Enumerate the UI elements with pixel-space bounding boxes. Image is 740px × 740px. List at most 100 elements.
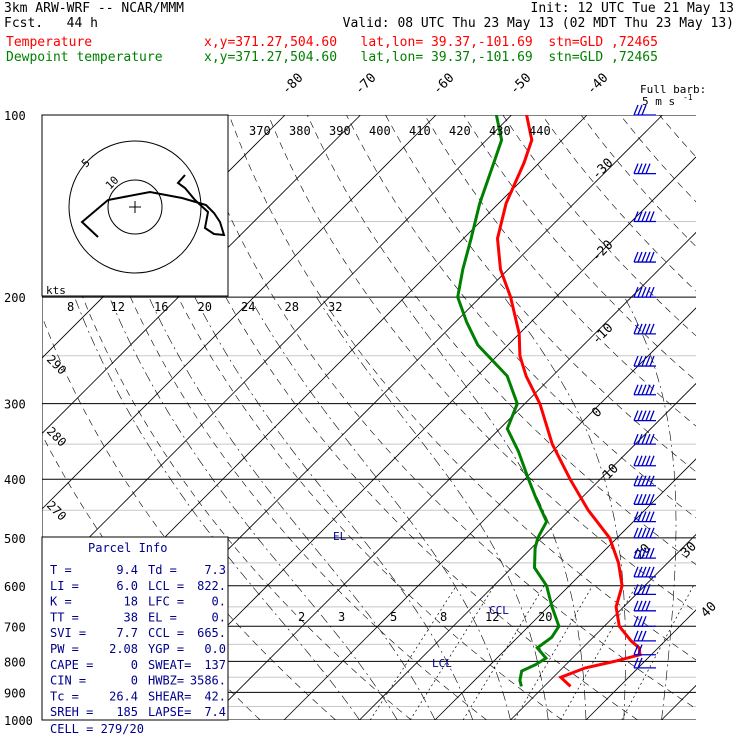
isotherm-label: 30 bbox=[678, 539, 700, 561]
parcel-info-frame bbox=[41, 536, 229, 721]
wind-barb-flag bbox=[649, 455, 655, 467]
wind-barb-flag bbox=[645, 475, 651, 486]
isotherm-label: -20 bbox=[589, 238, 616, 265]
parcel-info-panel: Parcel Info T = 9.4 Td = 7.3 LI = 6.0 LCL = 822.… bbox=[41, 536, 229, 736]
theta-label: 390 bbox=[329, 124, 351, 138]
pressure-tick-label: 200 bbox=[4, 291, 26, 305]
parcel-row-value: 7.7 bbox=[116, 626, 138, 640]
wind-barb-flag bbox=[641, 547, 647, 559]
barb-legend-value: 5 m s bbox=[642, 95, 675, 108]
parcel-row-value: 822. bbox=[197, 579, 226, 593]
dry-adiabat-line bbox=[659, 115, 696, 158]
wind-barb-flag bbox=[641, 384, 647, 395]
wind-barb-flag bbox=[641, 104, 647, 116]
wind-barb-flag bbox=[641, 494, 647, 505]
mixing-ratio-label: 28 bbox=[285, 300, 299, 314]
parcel-row-value: 0. bbox=[212, 610, 226, 624]
pressure-tick-label: 400 bbox=[4, 473, 26, 487]
wind-barb-flag bbox=[637, 584, 643, 595]
wind-barb-flag bbox=[645, 511, 651, 522]
wind-barb-flag bbox=[645, 494, 651, 505]
dry-adiabat-line bbox=[111, 115, 563, 720]
mixing-ratio-label-lower: 3 bbox=[338, 610, 345, 624]
wind-barb-flag bbox=[641, 163, 647, 174]
isotherm-line bbox=[42, 115, 437, 510]
isotherm-line bbox=[661, 684, 696, 720]
parcel-row-label: LFC = bbox=[148, 595, 184, 609]
wind-barb-flag bbox=[633, 384, 639, 395]
moist-adiabat-line bbox=[316, 296, 549, 720]
parcel-row-value: 0 bbox=[131, 658, 138, 672]
theta-label: 400 bbox=[369, 124, 391, 138]
dry-adiabat-line bbox=[189, 115, 696, 710]
mixing-ratio-line bbox=[514, 585, 593, 720]
mixing-ratio-label: 16 bbox=[154, 300, 168, 314]
dry-adiabat-line bbox=[267, 115, 696, 613]
parcel-row-label: HWBZ= bbox=[148, 674, 184, 688]
parcel-row-label: T = bbox=[50, 563, 72, 577]
parcel-row-label: YGP = bbox=[148, 642, 184, 656]
valid-time: Valid: 08 UTC Thu 23 May 13 (02 MDT Thu … bbox=[342, 16, 734, 31]
hodograph-trace bbox=[80, 174, 226, 238]
pressure-tick-label: 100 bbox=[4, 109, 26, 123]
wind-barb-flag bbox=[637, 211, 643, 222]
moist-adiabat-line bbox=[109, 296, 398, 720]
wind-barb-flag bbox=[633, 547, 639, 559]
isotherm-line bbox=[434, 458, 696, 720]
mixing-ratio-line bbox=[369, 585, 457, 720]
wind-barb-flag bbox=[633, 355, 639, 367]
wind-barb-flag bbox=[641, 511, 647, 522]
wind-barb-flag bbox=[637, 251, 643, 263]
wind-barb-flag bbox=[633, 566, 639, 578]
wind-barb-flag bbox=[641, 616, 647, 627]
wind-barb-flag bbox=[645, 410, 651, 421]
hodograph-ring bbox=[68, 140, 202, 274]
theta-label: 370 bbox=[249, 124, 271, 138]
dry-adiabat-line bbox=[72, 115, 487, 720]
wind-barb-flag bbox=[649, 384, 655, 395]
forecast-hour: Fcst. 44 h bbox=[4, 16, 98, 31]
dry-adiabat-line bbox=[228, 115, 696, 661]
mixing-ratio-label: 20 bbox=[198, 300, 212, 314]
dewpoint-legend: Dewpoint temperature bbox=[6, 50, 163, 65]
isotherm-label: -70 bbox=[352, 71, 379, 98]
isotherm-line bbox=[585, 609, 696, 720]
dewpoint-station-info: x,y=371.27,504.60 lat,lon= 39.37,-101.69… bbox=[204, 50, 658, 65]
wind-barb-flag bbox=[637, 547, 643, 559]
pressure-tick-label: 700 bbox=[4, 620, 26, 634]
mixing-ratio-label: 12 bbox=[111, 300, 125, 314]
wind-barb-flag bbox=[649, 475, 655, 486]
parcel-row-value: 137 bbox=[204, 658, 226, 672]
parcel-row-value: 7.3 bbox=[204, 563, 226, 577]
wind-barb-flag bbox=[649, 323, 655, 335]
wind-barb-flag bbox=[633, 511, 639, 522]
mixing-ratio-label-lower: 2 bbox=[298, 610, 305, 624]
wind-barb-flag bbox=[633, 433, 639, 445]
moist-adiabat-line bbox=[699, 297, 740, 720]
wind-barb-flag bbox=[641, 286, 647, 298]
wind-barb-flag bbox=[649, 211, 655, 222]
isotherm-label: -80 bbox=[279, 71, 306, 98]
parcel-row-label: SHEAR= bbox=[148, 689, 191, 703]
wind-barb-flag bbox=[637, 657, 643, 669]
wind-barb-flag bbox=[645, 355, 651, 367]
parcel-row-value: 3586. bbox=[190, 674, 226, 688]
dry-adiabat-line bbox=[698, 115, 740, 720]
wind-barb-flag bbox=[637, 355, 643, 367]
parcel-row-label: CCL = bbox=[148, 626, 184, 640]
wind-barb-flag bbox=[641, 251, 647, 263]
wind-barb-flag bbox=[649, 511, 655, 522]
wind-barb-flag bbox=[633, 163, 639, 174]
isotherm-line bbox=[510, 533, 696, 720]
parcel-row-label: Tc = bbox=[50, 689, 79, 703]
isotherm-label: -40 bbox=[584, 71, 611, 98]
wind-barb-flag bbox=[633, 104, 639, 116]
parcel-row-value: 9.4 bbox=[116, 563, 138, 577]
dry-adiabat-line bbox=[42, 160, 412, 720]
ccl-label: CCL bbox=[489, 604, 509, 617]
parcel-row-label: LCL = bbox=[148, 579, 184, 593]
theta-label: 420 bbox=[449, 124, 471, 138]
pressure-tick-label: 300 bbox=[4, 398, 26, 412]
isotherm-label: -30 bbox=[589, 156, 616, 183]
